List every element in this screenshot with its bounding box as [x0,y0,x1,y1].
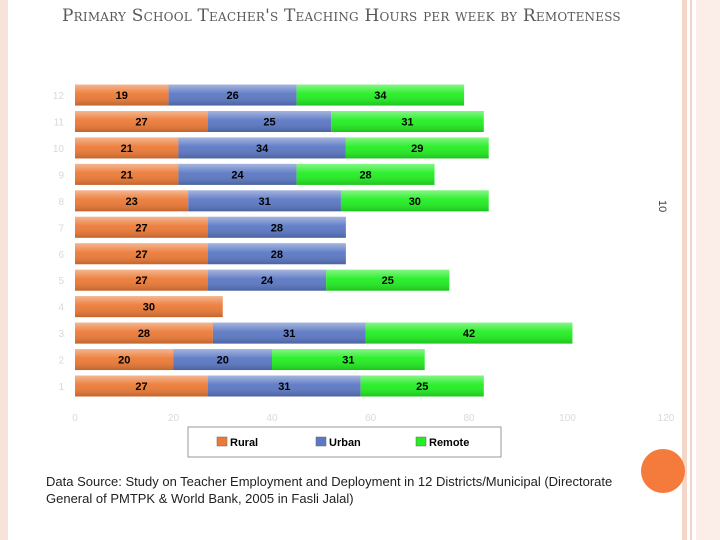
category-label-5: 5 [58,276,64,287]
value-label-urban-11: 25 [263,117,275,129]
value-label-rural-5: 27 [135,275,147,287]
legend-box [187,426,502,458]
bar-shine-remote-8 [340,190,489,212]
category-label-11: 11 [54,118,65,129]
value-label-urban-12: 26 [226,90,238,102]
value-label-rural-8: 23 [126,196,138,208]
value-label-rural-9: 21 [121,169,133,181]
bar-shine-remote-5 [326,269,450,291]
legend-swatch-remote [415,436,427,447]
legend-swatch-rural [216,436,228,447]
data-source-note: Data Source: Study on Teacher Employment… [46,474,613,506]
bar-shine-rural-2 [75,349,174,371]
value-label-rural-4: 30 [143,302,155,314]
bar-shine-rural-3 [75,322,213,344]
value-label-rural-3: 28 [138,328,150,340]
value-label-urban-2: 20 [217,355,229,367]
bar-shine-rural-10 [75,137,179,159]
bar-shine-urban-11 [207,111,332,132]
category-label-6: 6 [58,250,64,261]
value-label-rural-6: 27 [135,249,147,261]
value-label-urban-7: 28 [271,222,283,234]
bar-shine-remote-11 [331,111,484,132]
category-label-3: 3 [58,329,64,340]
value-label-remote-5: 25 [382,275,394,287]
bar-shine-remote-12 [296,84,465,106]
x-tick-40: 40 [266,413,278,424]
value-label-remote-12: 34 [374,90,387,102]
bar-shine-urban-8 [188,190,341,212]
value-label-remote-11: 31 [401,117,413,129]
value-label-rural-11: 27 [135,117,147,129]
category-label-12: 12 [53,91,65,102]
bar-shine-urban-12 [168,84,297,106]
bar-shine-urban-9 [178,163,297,185]
right-frame-line [690,0,692,540]
category-label-7: 7 [58,223,64,234]
value-label-rural-7: 27 [135,222,147,234]
value-label-remote-8: 30 [409,196,421,208]
value-label-rural-2: 20 [118,355,130,367]
category-label-10: 10 [53,144,65,155]
value-label-urban-6: 28 [271,249,283,261]
bar-shine-rural-1 [75,375,208,397]
bar-shine-urban-10 [178,137,346,159]
x-tick-100: 100 [559,413,576,424]
bar-shine-rural-7 [75,216,208,238]
category-label-1: 1 [58,382,64,393]
category-label-2: 2 [58,356,64,367]
bar-shine-rural-6 [75,243,208,265]
bar-shine-remote-3 [365,322,573,344]
bar-shine-rural-12 [75,84,169,106]
bar-shine-rural-5 [75,269,208,291]
bar-shine-remote-9 [296,163,435,185]
bar-shine-remote-1 [360,375,484,397]
x-tick-120: 120 [658,413,675,424]
value-label-remote-9: 28 [359,169,371,181]
value-label-urban-9: 24 [231,169,244,181]
value-label-urban-3: 31 [283,328,295,340]
legend-swatch-urban [315,436,327,447]
right-frame-band [696,0,720,540]
bar-shine-urban-5 [207,269,327,291]
value-label-urban-8: 31 [258,196,270,208]
bar-shine-urban-6 [207,243,346,265]
x-tick-0: 0 [72,413,78,424]
value-label-rural-12: 19 [116,90,128,102]
x-tick-60: 60 [365,413,377,424]
value-label-rural-1: 27 [135,381,147,393]
category-label-9: 9 [58,170,64,181]
category-label-8: 8 [58,197,64,208]
value-label-remote-1: 25 [416,381,428,393]
value-label-remote-3: 42 [463,328,475,340]
x-tick-80: 80 [463,413,475,424]
bar-shine-urban-7 [207,216,346,238]
legend-label-remote: Remote [429,437,469,449]
bar-shine-rural-8 [75,190,189,212]
bar-shine-rural-9 [75,163,179,185]
bar-shine-urban-1 [207,375,361,397]
category-label-4: 4 [58,303,64,314]
decorative-orange-circle [641,449,685,493]
bar-shine-remote-2 [272,349,425,371]
value-label-urban-10: 34 [256,143,269,155]
value-label-rural-10: 21 [121,143,133,155]
slide-title: Primary School Teacher's Teaching Hours … [62,6,621,26]
legend-label-rural: Rural [230,437,258,449]
x-tick-20: 20 [168,413,180,424]
bar-shine-rural-4 [75,296,223,318]
value-label-remote-10: 29 [411,143,423,155]
bar-shine-remote-10 [345,137,489,159]
bar-shine-urban-2 [173,349,272,371]
right-frame-stripe [682,0,687,540]
bar-shine-urban-3 [212,322,366,344]
value-label-remote-2: 31 [342,355,354,367]
value-label-urban-1: 31 [278,381,290,393]
bar-shine-rural-11 [75,111,208,132]
value-label-urban-5: 24 [261,275,274,287]
legend-label-urban: Urban [329,437,361,449]
left-frame-stripe [0,0,8,540]
